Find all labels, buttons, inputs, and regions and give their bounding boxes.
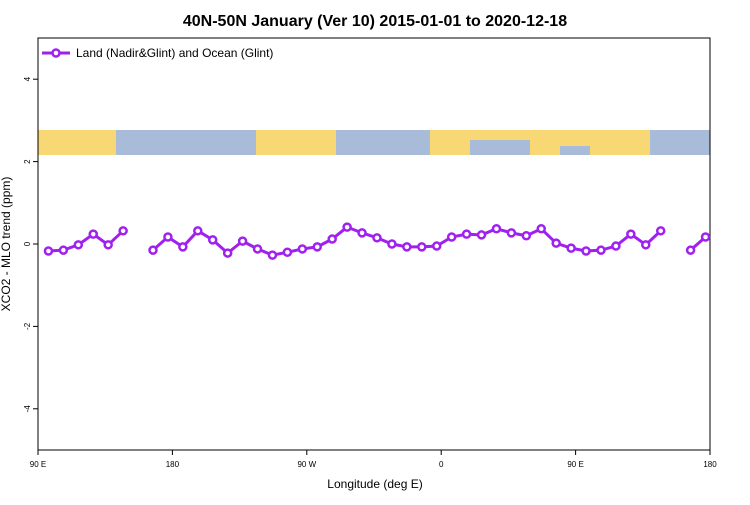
point [237, 236, 248, 246]
point [476, 230, 487, 240]
x-tick-label: 90 E [567, 460, 583, 469]
point [193, 226, 203, 236]
point [596, 245, 606, 255]
point [551, 238, 561, 248]
point [626, 229, 636, 239]
point [88, 229, 99, 239]
point [118, 226, 128, 236]
legend-marker [51, 48, 61, 58]
x-tick-label: 0 [439, 460, 444, 469]
x-tick-label: 90 E [30, 460, 46, 469]
point [431, 241, 442, 251]
plot-frame [37, 37, 711, 451]
point [521, 231, 532, 241]
point [536, 224, 547, 234]
point [267, 250, 278, 260]
point [327, 234, 337, 244]
point [342, 222, 352, 232]
point [282, 247, 293, 257]
point [43, 246, 54, 256]
x-tick-label: 90 W [297, 460, 316, 469]
point [148, 245, 158, 255]
point [581, 246, 591, 256]
point [417, 242, 427, 252]
chart-title: 40N-50N January (Ver 10) 2015-01-01 to 2… [183, 13, 567, 30]
point [252, 244, 263, 254]
y-tick-label: 4 [23, 76, 32, 81]
point [700, 232, 711, 242]
point [506, 228, 517, 238]
point [178, 242, 188, 252]
point [566, 243, 576, 253]
point [611, 241, 621, 251]
point [685, 245, 696, 255]
point [207, 235, 218, 245]
point [163, 232, 173, 242]
y-tick-label: -2 [23, 322, 32, 330]
point [58, 245, 69, 255]
x-tick-label: 180 [166, 460, 180, 469]
point [446, 232, 457, 242]
y-tick-label: -4 [23, 405, 32, 413]
point [387, 239, 397, 249]
x-axis-label: Longitude (deg E) [327, 477, 422, 491]
y-axis-label: XCO2 - MLO trend (ppm) [0, 177, 13, 312]
point [641, 240, 651, 250]
point [357, 228, 367, 238]
point [655, 226, 666, 236]
legend-label: Land (Nadir&Glint) and Ocean (Glint) [76, 46, 273, 60]
point [103, 240, 113, 250]
point [297, 244, 308, 254]
point [222, 248, 233, 258]
point [491, 224, 502, 234]
point [312, 242, 323, 252]
point [402, 242, 412, 252]
map-strip [38, 130, 710, 155]
point [73, 240, 84, 250]
y-tick-label: 0 [23, 241, 32, 246]
point [372, 233, 382, 243]
x-tick-label: 180 [703, 460, 717, 469]
point [461, 229, 472, 239]
y-tick-label: 2 [23, 159, 32, 164]
